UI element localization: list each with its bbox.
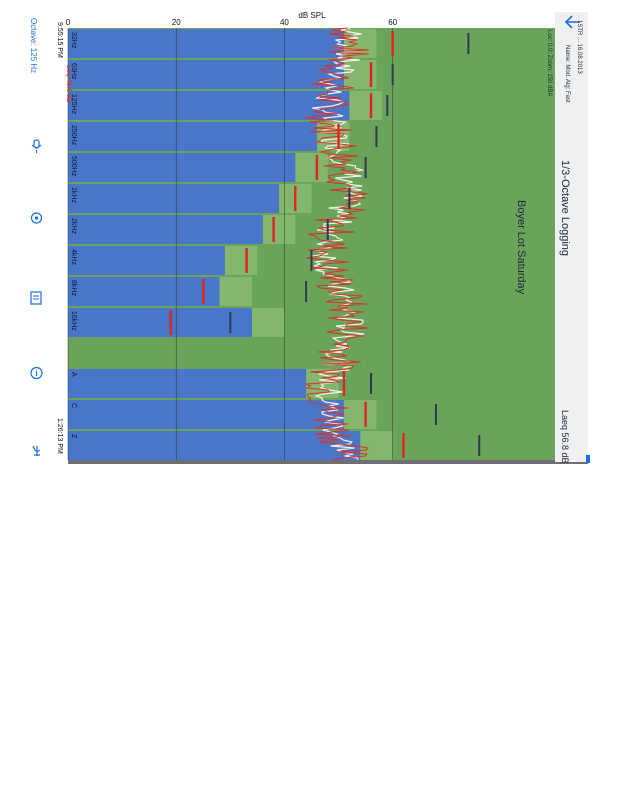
- row-band: [219, 277, 252, 306]
- level-bar: [68, 215, 263, 244]
- row-band: [349, 91, 382, 120]
- avg-marker: [478, 435, 481, 456]
- peak-marker: [169, 310, 173, 335]
- avg-marker: [229, 312, 232, 333]
- row-band: [295, 153, 328, 182]
- peak-marker: [369, 93, 373, 118]
- peak-marker: [272, 217, 275, 242]
- status-laeq: Laeq 56.8 dB: [560, 410, 570, 464]
- avg-marker: [305, 281, 308, 302]
- avg-marker: [370, 373, 373, 394]
- peak-marker: [294, 186, 297, 211]
- level-bar: [68, 277, 220, 306]
- axis-unit-label: dB SPL: [298, 11, 326, 20]
- avg-marker: [467, 33, 470, 54]
- left-labels: Octave: 125 Hz 9:55:15 PM Leq 49.6 dB 1:…: [29, 18, 72, 454]
- octave-label[interactable]: Octave: 125 Hz: [29, 18, 38, 73]
- level-bar: [68, 122, 317, 151]
- category-label: 4kHz: [70, 249, 77, 265]
- category-label: 2kHz: [70, 218, 77, 234]
- gear-icon[interactable]: [30, 212, 43, 224]
- avg-marker: [310, 250, 313, 271]
- avg-marker: [326, 219, 329, 240]
- peak-marker: [391, 31, 394, 56]
- peak-marker: [342, 371, 346, 396]
- level-bar: [68, 60, 344, 89]
- tuning-fork-icon[interactable]: [32, 445, 41, 456]
- peak-marker: [337, 124, 340, 149]
- level-bar: [68, 431, 361, 460]
- category-label: C: [70, 403, 77, 408]
- peak-marker: [364, 402, 367, 427]
- category-label: 1kHz: [70, 187, 77, 203]
- bar-layer: [68, 29, 393, 460]
- info-icon[interactable]: [30, 366, 43, 380]
- document-icon[interactable]: [30, 291, 42, 305]
- category-label: A: [70, 372, 77, 377]
- category-label: 32Hz: [70, 32, 77, 49]
- tick-layer: 0 20 40 60: [66, 18, 398, 27]
- level-bar: [68, 246, 225, 275]
- tick-label: 20: [172, 18, 181, 27]
- edge-tab[interactable]: [586, 455, 590, 463]
- row-band: [262, 215, 296, 244]
- spectrum-chart: 0 20 40 60 32Hz 63Hz 125Hz 250Hz 500Hz 1kHz 2kHz 4…: [66, 18, 555, 461]
- level-bar: [68, 400, 344, 429]
- category-label: 63Hz: [70, 63, 77, 80]
- time-start: 9:55:15 PM: [56, 22, 63, 58]
- avg-marker: [375, 126, 378, 147]
- avg-marker: [386, 95, 389, 116]
- avg-marker: [348, 188, 351, 209]
- peak-marker: [202, 279, 205, 304]
- marker-layer: [169, 31, 481, 458]
- info-line-1: Name: Mod. Alg: Fast: [564, 45, 570, 103]
- avg-marker: [364, 157, 367, 178]
- toolbar: [30, 139, 43, 456]
- row-band: [251, 308, 285, 337]
- peak-marker: [369, 62, 373, 87]
- category-label: Z: [70, 434, 77, 439]
- avg-marker: [391, 64, 394, 85]
- category-label: 16kHz: [70, 311, 77, 331]
- category-label: 500Hz: [70, 156, 77, 177]
- chart-subtitle: Boyer Lot Saturday: [515, 200, 527, 295]
- category-label: 250Hz: [70, 125, 77, 146]
- level-bar: [68, 91, 350, 120]
- category-label: 8kHz: [70, 280, 77, 296]
- level-bar: [68, 308, 252, 337]
- level-bar: [68, 369, 307, 398]
- peak-marker: [245, 248, 248, 273]
- arrow-left-icon[interactable]: [564, 15, 580, 29]
- tick-label: 40: [280, 18, 289, 27]
- level-bar: [68, 153, 296, 182]
- trace-red: [304, 27, 369, 461]
- right-header: 1/3-Octave Logging Boyer Lot Saturday La…: [515, 15, 590, 464]
- trace-white: [312, 27, 365, 461]
- category-labels: 32Hz 63Hz 125Hz 250Hz 500Hz 1kHz 2kHz 4kHz 8kHz 1…: [70, 32, 77, 439]
- tick-label: 0: [66, 18, 71, 27]
- toolbar-strip: [20, 12, 68, 462]
- microphone-icon[interactable]: [31, 139, 42, 153]
- time-end: 1:26:13 PM: [56, 418, 63, 454]
- level-bar: [68, 184, 280, 213]
- grid-layer: [67, 28, 393, 460]
- bottom-bezel: [68, 458, 588, 464]
- category-label: 125Hz: [70, 94, 77, 115]
- avg-marker: [434, 404, 437, 425]
- peak-marker: [402, 433, 405, 458]
- peak-marker: [315, 155, 319, 180]
- header-left-text: 1STR ... 16.08.2013: [576, 20, 582, 74]
- row-band: [224, 246, 258, 275]
- leq-marker: Leq 49.6 dB: [65, 65, 72, 103]
- app-title: 1/3-Octave Logging: [559, 160, 571, 256]
- info-line-2: Loc: 0.0; Zoom: 150 dBA: [546, 30, 552, 96]
- row-band: [343, 400, 377, 429]
- tick-label: 60: [388, 18, 397, 27]
- level-bar: [68, 29, 344, 58]
- header-strip: [555, 12, 588, 462]
- noise-trace: [304, 27, 369, 461]
